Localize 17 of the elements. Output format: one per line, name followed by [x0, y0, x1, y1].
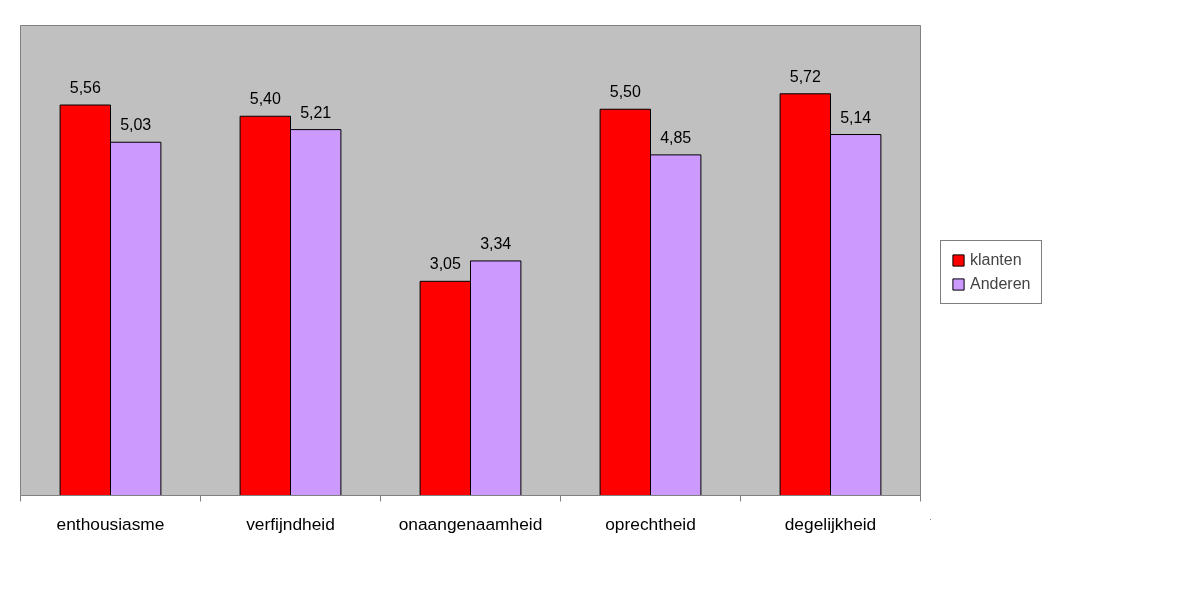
data-label: 5,21	[300, 103, 332, 121]
x-tick-label: onaangenaamheid	[398, 513, 543, 534]
data-label: 5,56	[69, 79, 101, 97]
data-label: 3,34	[480, 234, 512, 252]
data-label: 5,72	[789, 67, 821, 85]
data-label: 4,85	[660, 128, 692, 146]
data-label: 5,40	[249, 90, 281, 108]
x-tick-label: enthousiasme	[56, 513, 165, 534]
data-label: 5,50	[609, 83, 641, 101]
data-label: 3,05	[429, 255, 461, 273]
legend-label: klanten	[970, 251, 1022, 269]
data-label: 5,03	[120, 116, 152, 134]
x-tick-label: degelijkheid	[784, 513, 877, 534]
data-label: 5,14	[840, 108, 872, 126]
x-tick-label: verfijndheid	[246, 513, 335, 534]
legend-label: Anderen	[970, 275, 1031, 293]
x-tick-label: oprechtheid	[605, 513, 696, 534]
